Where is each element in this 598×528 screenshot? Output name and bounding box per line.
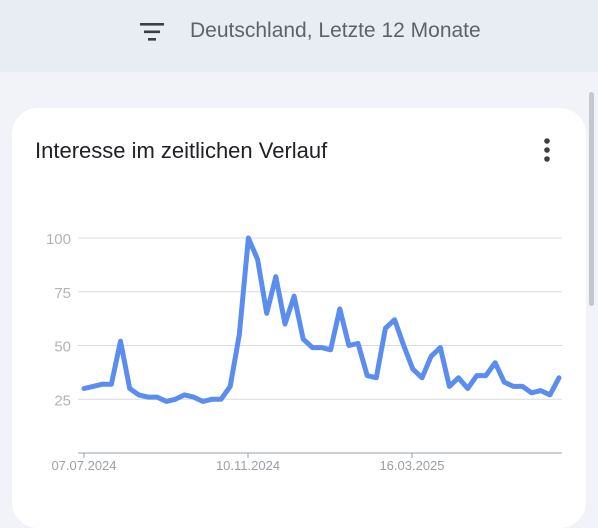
filter-icon (140, 23, 164, 41)
x-tick-label: 16.03.2025 (379, 458, 444, 473)
filter-button[interactable] (138, 20, 166, 44)
more-options-button[interactable] (536, 136, 558, 164)
series-line (81, 235, 562, 404)
scrollbar[interactable] (589, 92, 594, 306)
y-tick-label: 50 (54, 339, 71, 356)
x-tick-label: 07.07.2024 (51, 458, 116, 473)
region-period-filter[interactable]: Deutschland, Letzte 12 Monate (190, 19, 481, 42)
y-tick-label: 75 (54, 285, 71, 302)
x-tick-label: 10.11.2024 (216, 458, 280, 473)
card-title: Interesse im zeitlichen Verlauf (35, 138, 328, 163)
y-tick-label: 25 (54, 392, 71, 409)
y-tick-label: 100 (46, 231, 71, 248)
more-vert-icon (544, 138, 550, 162)
top-bar: Deutschland, Letzte 12 Monate (0, 0, 598, 72)
line-chart: 25 50 75 100 07.07.2024 10.11.2024 16.03.2025 (46, 231, 562, 473)
